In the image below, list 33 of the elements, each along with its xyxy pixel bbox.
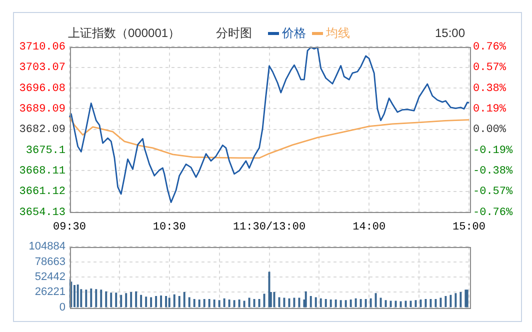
x-tick-label: 10:30: [152, 222, 186, 234]
x-tick-label: 11:30/13:00: [232, 222, 306, 234]
legend-label: 均线: [325, 26, 350, 40]
y2-tick-label: 0.00%: [473, 124, 506, 136]
legend-label: 价格: [281, 26, 306, 40]
x-tick-label: 14:00: [352, 222, 386, 234]
chart-title: 上证指数（000001）: [68, 26, 180, 40]
y-tick-label: 78663: [34, 256, 66, 268]
y-tick-label: 0: [59, 301, 66, 314]
y-tick-label: 3696.08: [19, 82, 66, 95]
y2-tick-label: 0.38%: [473, 82, 506, 95]
y2-tick-label: 0.76%: [473, 42, 506, 54]
y-tick-label: 3703.07: [19, 62, 66, 74]
y2-tick-label: 0.19%: [473, 104, 506, 116]
y-tick-label: 26221: [34, 286, 66, 298]
y2-tick-label: -0.57%: [473, 186, 514, 198]
text: 15:00: [434, 26, 465, 40]
y-tick-label: 3675.1: [26, 144, 66, 157]
y2-tick-label: -0.38%: [473, 166, 514, 178]
y-tick-label: 3654.13: [19, 206, 66, 219]
y-tick-label: 3668.11: [19, 166, 66, 178]
y-tick-label: 3661.12: [19, 186, 66, 198]
y2-tick-label: 0.57%: [473, 62, 506, 74]
y-tick-label: 3682.09: [19, 124, 66, 136]
y-tick-label: 104884: [28, 240, 66, 253]
y-tick-label: 52442: [34, 271, 66, 284]
x-tick-label: 09:30: [52, 222, 86, 234]
y2-tick-label: -0.76%: [473, 206, 514, 219]
y2-tick-label: -0.19%: [473, 144, 514, 157]
x-tick-label: 15:00: [452, 222, 486, 234]
chart-subtitle: 分时图: [216, 26, 252, 40]
y-tick-label: 3710.06: [19, 42, 66, 54]
y-tick-label: 3689.09: [19, 104, 66, 116]
